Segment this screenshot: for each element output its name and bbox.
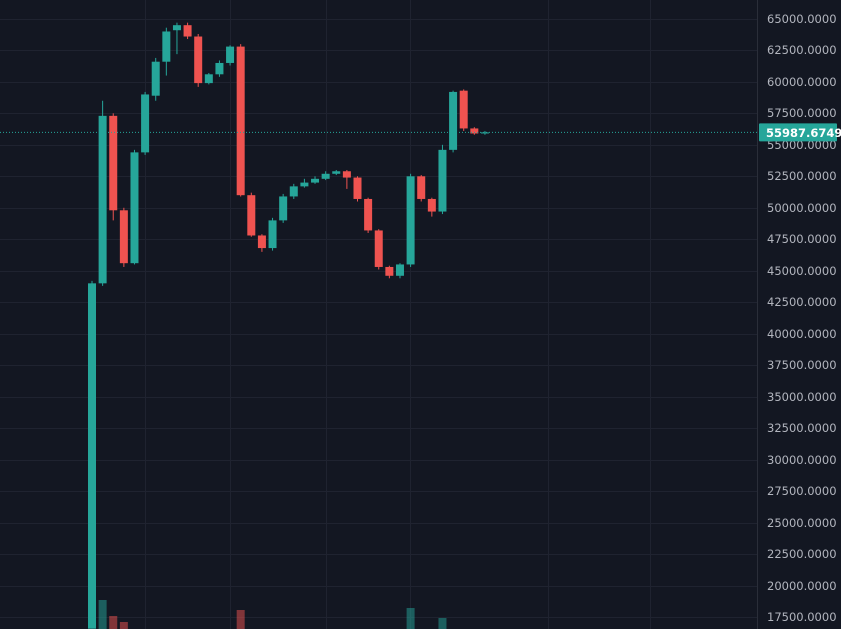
y-tick-label: 17500.0000: [767, 610, 837, 624]
candle-body: [162, 31, 171, 62]
y-tick-label: 57500.0000: [767, 106, 837, 120]
y-tick-label: 35000.0000: [767, 390, 837, 404]
y-tick-label: 30000.0000: [767, 453, 837, 467]
candle-body: [417, 176, 426, 199]
y-tick-label: 27500.0000: [767, 484, 837, 498]
candle-body: [236, 46, 245, 196]
y-tick-label: 45000.0000: [767, 264, 837, 278]
candle-body: [459, 90, 468, 129]
candle-body: [406, 176, 415, 265]
candle-body: [449, 91, 458, 150]
candle-body: [342, 171, 351, 178]
candle-body: [470, 128, 479, 134]
candle-body: [130, 152, 139, 264]
y-tick-label: 65000.0000: [767, 12, 837, 26]
y-tick-label: 55000.0000: [767, 138, 837, 152]
y-tick-label: 20000.0000: [767, 579, 837, 593]
candle-body: [311, 178, 320, 183]
y-tick-label: 52500.0000: [767, 169, 837, 183]
candle-body: [300, 182, 309, 187]
candle-body: [364, 198, 373, 231]
candle-body: [247, 195, 256, 236]
candle-body: [98, 115, 107, 284]
candle-body: [119, 210, 128, 264]
volume-bar: [406, 608, 415, 629]
y-tick-label: 60000.0000: [767, 75, 837, 89]
candle-body: [427, 198, 436, 212]
y-tick-label: 22500.0000: [767, 547, 837, 561]
volume-bar: [119, 622, 128, 629]
candle-body: [480, 132, 489, 134]
volume-bar: [109, 616, 118, 629]
candle-body: [332, 171, 341, 174]
candle-body: [215, 62, 224, 75]
candle-body: [194, 36, 203, 84]
volume-bar: [98, 600, 107, 629]
y-tick-label: 40000.0000: [767, 327, 837, 341]
y-tick-label: 47500.0000: [767, 232, 837, 246]
volume-bar: [438, 618, 447, 629]
candle-body: [257, 235, 266, 249]
candle-body: [141, 94, 150, 153]
y-tick-label: 42500.0000: [767, 295, 837, 309]
candle-body: [289, 186, 298, 197]
candle-body: [438, 149, 447, 212]
candle-body: [204, 74, 213, 84]
candle-body: [374, 230, 383, 267]
last-price-box: [759, 123, 837, 142]
candle-body: [183, 25, 192, 37]
candle-body: [321, 173, 330, 179]
candle-body: [395, 264, 404, 276]
candle-body: [353, 177, 362, 199]
volume-bar: [236, 610, 245, 629]
y-tick-label: 62500.0000: [767, 43, 837, 57]
last-price-label: 55987.6749: [766, 126, 841, 140]
candle-body: [109, 115, 118, 211]
candle-body: [268, 220, 277, 249]
candle-body: [88, 283, 96, 629]
candle-body: [385, 266, 394, 276]
candle-body: [172, 25, 181, 31]
y-tick-label: 25000.0000: [767, 516, 837, 530]
y-tick-label: 50000.0000: [767, 201, 837, 215]
time-grid: [145, 0, 651, 629]
candle-body: [279, 196, 288, 221]
y-tick-label: 32500.0000: [767, 421, 837, 435]
candle-body: [151, 61, 160, 96]
candle-body: [226, 46, 235, 63]
y-tick-label: 37500.0000: [767, 358, 837, 372]
